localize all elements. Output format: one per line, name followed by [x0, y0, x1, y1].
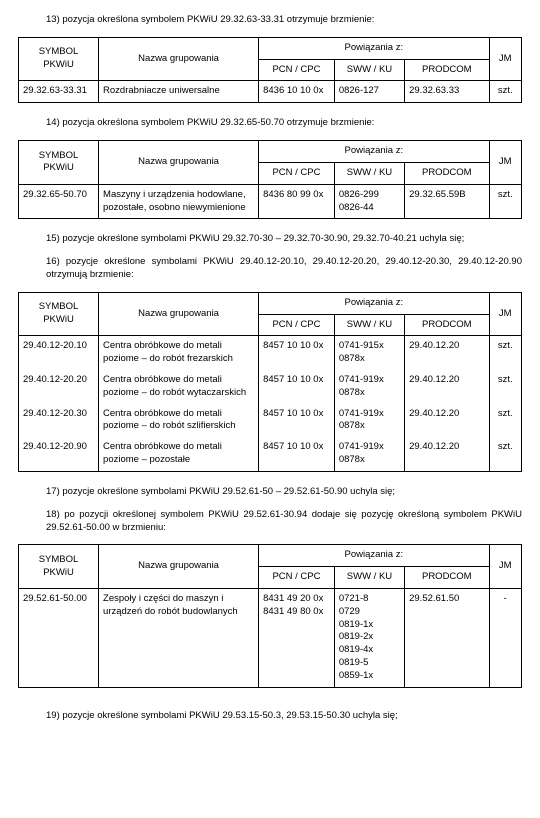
table-13: SYMBOL PKWiU Nazwa grupowania Powiązania…: [18, 37, 522, 103]
th-prodcom: PRODCOM: [405, 567, 489, 589]
th-jm: JM: [489, 292, 522, 336]
cell-sww: 0741-919x 0878x: [334, 404, 404, 438]
th-prodcom: PRODCOM: [405, 162, 489, 184]
th-jm: JM: [489, 545, 522, 589]
cell-name: Maszyny i urządzenia hodowlane, pozostał…: [99, 184, 259, 219]
cell-sww: 0741-919x 0878x: [334, 437, 404, 471]
cell-prodcom: 29.52.61.50: [405, 588, 489, 687]
table-row: 29.52.61-50.00 Zespoły i części do maszy…: [19, 588, 522, 687]
cell-prodcom: 29.40.12.20: [405, 437, 489, 471]
cell-jm: szt.: [489, 336, 522, 370]
th-jm: JM: [489, 37, 522, 81]
paragraph-16: 16) pozycje określone symbolami PKWiU 29…: [46, 256, 522, 282]
cell-sww: 0741-919x 0878x: [334, 370, 404, 404]
th-symbol: SYMBOL PKWiU: [19, 141, 99, 185]
cell-name: Centra obróbkowe do metali poziome – do …: [99, 370, 259, 404]
table-header-row: SYMBOL PKWiU Nazwa grupowania Powiązania…: [19, 292, 522, 314]
table-14: SYMBOL PKWiU Nazwa grupowania Powiązania…: [18, 140, 522, 219]
th-pcn: PCN / CPC: [259, 567, 335, 589]
cell-prodcom: 29.32.63.33: [405, 81, 489, 103]
th-pcn: PCN / CPC: [259, 162, 335, 184]
cell-pcn: 8457 10 10 0x: [259, 370, 335, 404]
cell-prodcom: 29.32.65.59B: [405, 184, 489, 219]
paragraph-19: 19) pozycje określone symbolami PKWiU 29…: [46, 710, 522, 723]
table-header-row: SYMBOL PKWiU Nazwa grupowania Powiązania…: [19, 37, 522, 59]
cell-pcn: 8431 49 20 0x 8431 49 80 0x: [259, 588, 335, 687]
cell-name: Centra obróbkowe do metali poziome – do …: [99, 336, 259, 370]
th-pcn: PCN / CPC: [259, 59, 335, 81]
cell-symbol: 29.40.12-20.10: [19, 336, 99, 370]
table-header-row: SYMBOL PKWiU Nazwa grupowania Powiązania…: [19, 545, 522, 567]
th-sww: SWW / KU: [334, 59, 404, 81]
cell-sww: 0721-8 0729 0819-1x 0819-2x 0819-4x 0819…: [334, 588, 404, 687]
cell-sww: 0826-127: [334, 81, 404, 103]
th-name: Nazwa grupowania: [99, 545, 259, 589]
th-sww: SWW / KU: [334, 567, 404, 589]
cell-prodcom: 29.40.12.20: [405, 370, 489, 404]
th-name: Nazwa grupowania: [99, 141, 259, 185]
table-header-row: SYMBOL PKWiU Nazwa grupowania Powiązania…: [19, 141, 522, 163]
table-16: SYMBOL PKWiU Nazwa grupowania Powiązania…: [18, 292, 522, 472]
th-sww: SWW / KU: [334, 162, 404, 184]
cell-pcn: 8436 10 10 0x: [259, 81, 335, 103]
table-18: SYMBOL PKWiU Nazwa grupowania Powiązania…: [18, 544, 522, 687]
cell-name: Centra obróbkowe do metali poziome – do …: [99, 404, 259, 438]
th-pcn: PCN / CPC: [259, 314, 335, 336]
table-row: 29.32.63-33.31 Rozdrabniacze uniwersalne…: [19, 81, 522, 103]
table-row: 29.40.12-20.20 Centra obróbkowe do metal…: [19, 370, 522, 404]
paragraph-18: 18) po pozycji określonej symbolem PKWiU…: [46, 509, 522, 535]
cell-pcn: 8436 80 99 0x: [259, 184, 335, 219]
table-row: 29.40.12-20.90 Centra obróbkowe do metal…: [19, 437, 522, 471]
cell-symbol: 29.40.12-20.30: [19, 404, 99, 438]
cell-symbol: 29.32.65-50.70: [19, 184, 99, 219]
cell-sww: 0741-915x 0878x: [334, 336, 404, 370]
cell-name: Rozdrabniacze uniwersalne: [99, 81, 259, 103]
table-row: 29.32.65-50.70 Maszyny i urządzenia hodo…: [19, 184, 522, 219]
cell-name: Centra obróbkowe do metali poziome – poz…: [99, 437, 259, 471]
th-jm: JM: [489, 141, 522, 185]
cell-jm: -: [489, 588, 522, 687]
th-linkages: Powiązania z:: [259, 292, 489, 314]
th-sww: SWW / KU: [334, 314, 404, 336]
paragraph-13: 13) pozycja określona symbolem PKWiU 29.…: [46, 14, 522, 27]
cell-pcn: 8457 10 10 0x: [259, 404, 335, 438]
th-linkages: Powiązania z:: [259, 545, 489, 567]
th-symbol: SYMBOL PKWiU: [19, 37, 99, 81]
cell-symbol: 29.32.63-33.31: [19, 81, 99, 103]
th-prodcom: PRODCOM: [405, 59, 489, 81]
cell-jm: szt.: [489, 184, 522, 219]
cell-symbol: 29.40.12-20.20: [19, 370, 99, 404]
paragraph-15: 15) pozycje określone symbolami PKWiU 29…: [46, 233, 522, 246]
table-row: 29.40.12-20.10 Centra obróbkowe do metal…: [19, 336, 522, 370]
cell-name: Zespoły i części do maszyn i urządzeń do…: [99, 588, 259, 687]
cell-prodcom: 29.40.12.20: [405, 336, 489, 370]
cell-jm: szt.: [489, 370, 522, 404]
cell-prodcom: 29.40.12.20: [405, 404, 489, 438]
paragraph-17: 17) pozycje określone symbolami PKWiU 29…: [46, 486, 522, 499]
th-prodcom: PRODCOM: [405, 314, 489, 336]
th-linkages: Powiązania z:: [259, 37, 489, 59]
cell-jm: szt.: [489, 404, 522, 438]
cell-jm: szt.: [489, 437, 522, 471]
th-name: Nazwa grupowania: [99, 292, 259, 336]
cell-symbol: 29.40.12-20.90: [19, 437, 99, 471]
table-row: 29.40.12-20.30 Centra obróbkowe do metal…: [19, 404, 522, 438]
th-name: Nazwa grupowania: [99, 37, 259, 81]
cell-pcn: 8457 10 10 0x: [259, 336, 335, 370]
th-symbol: SYMBOL PKWiU: [19, 545, 99, 589]
cell-pcn: 8457 10 10 0x: [259, 437, 335, 471]
cell-jm: szt.: [489, 81, 522, 103]
cell-sww: 0826-299 0826-44: [334, 184, 404, 219]
th-linkages: Powiązania z:: [259, 141, 489, 163]
paragraph-14: 14) pozycja określona symbolem PKWiU 29.…: [46, 117, 522, 130]
th-symbol: SYMBOL PKWiU: [19, 292, 99, 336]
cell-symbol: 29.52.61-50.00: [19, 588, 99, 687]
